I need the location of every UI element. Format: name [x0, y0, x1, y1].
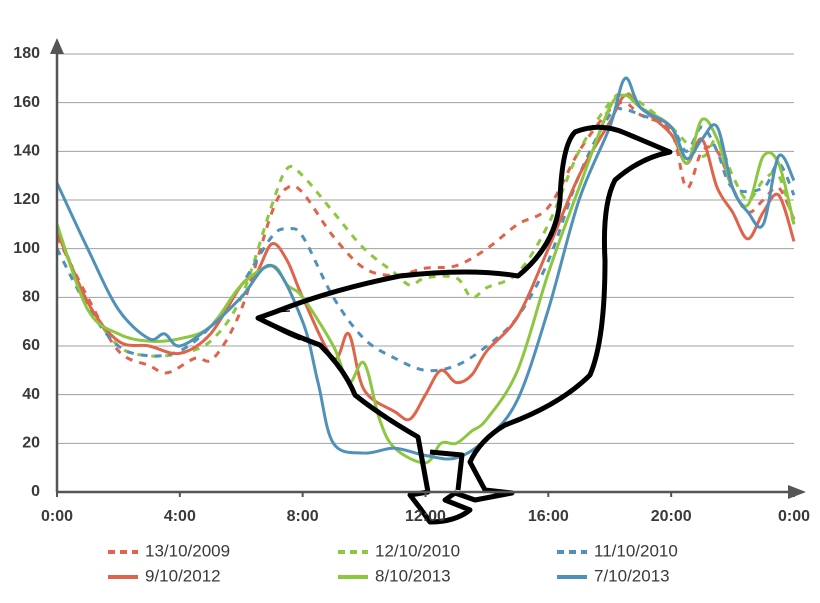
series-line — [55, 91, 796, 358]
x-axis-arrow — [788, 485, 806, 499]
y-tick-label: 140 — [13, 143, 40, 160]
series-line — [55, 100, 796, 375]
series-line — [55, 93, 796, 465]
x-tick-label: 0:00 — [778, 508, 810, 525]
legend-label: 13/10/2009 — [145, 541, 230, 560]
legend-label: 9/10/2012 — [145, 566, 221, 585]
lines — [55, 76, 796, 465]
x-tick-label: 0:00 — [41, 508, 73, 525]
goose-feather — [257, 310, 301, 341]
y-tick-label: 100 — [13, 240, 40, 257]
series-line — [55, 106, 796, 373]
x-tick-label: 12:00 — [405, 508, 446, 525]
y-tick-label: 180 — [13, 45, 40, 62]
legend: 13/10/2009 12/10/2010 11/10/2010 9/10/2012 8… — [108, 541, 678, 585]
goose-outline — [255, 124, 673, 525]
y-tick-label: 20 — [22, 435, 40, 452]
y-tick-label: 120 — [13, 191, 40, 208]
x-tick-label: 16:00 — [528, 508, 569, 525]
x-tick-label: 4:00 — [164, 508, 196, 525]
legend-label: 11/10/2010 — [594, 541, 678, 560]
y-tick-label: 40 — [22, 386, 40, 403]
y-tick-label: 160 — [13, 94, 40, 111]
axes: 0 20 40 60 80 100 120 140 160 180 0:00 4:00 8:00 12:0… — [13, 38, 810, 525]
legend-label: 8/10/2013 — [375, 566, 451, 585]
y-tick-label: 80 — [22, 289, 40, 306]
y-tick-label: 0 — [31, 483, 40, 500]
legend-label: 12/10/2010 — [375, 541, 460, 560]
x-tick-label: 8:00 — [287, 508, 319, 525]
x-tick-label: 20:00 — [651, 508, 692, 525]
y-axis-arrow — [50, 38, 64, 54]
y-tick-label: 60 — [22, 337, 40, 354]
series-line — [55, 93, 796, 422]
legend-label: 7/10/2013 — [594, 566, 670, 585]
